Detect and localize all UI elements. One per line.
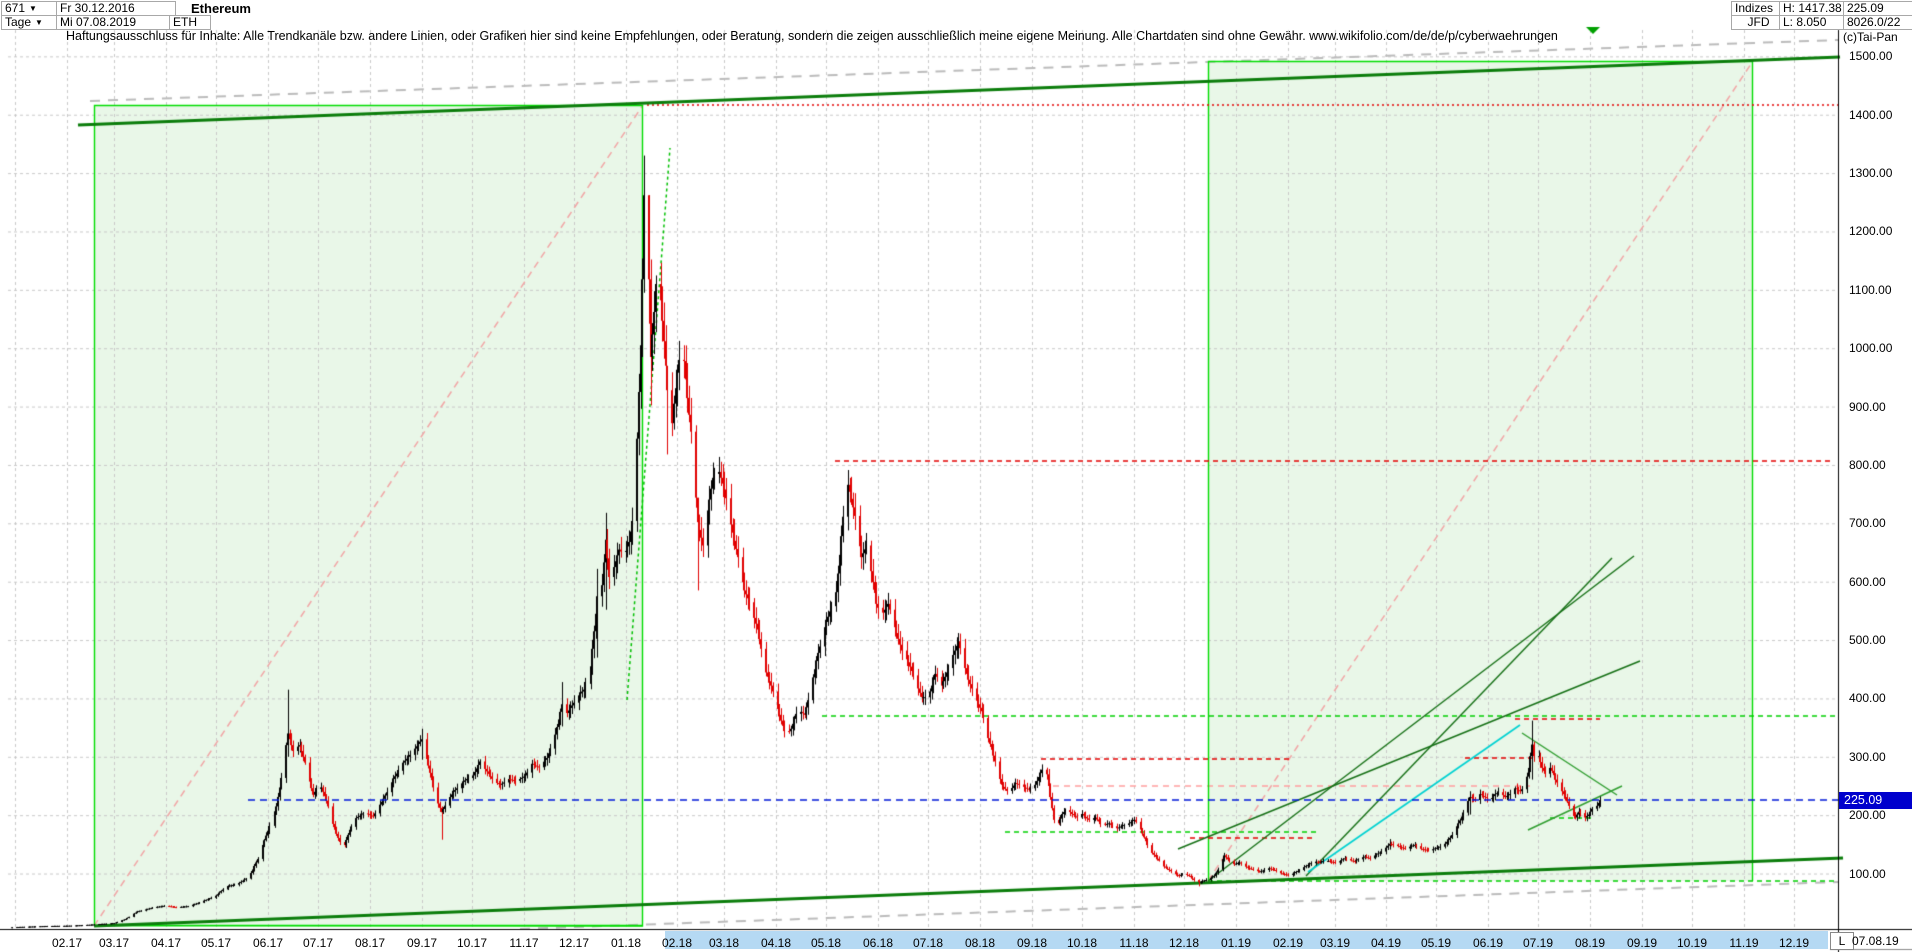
price-tick-label: 900.00: [1849, 399, 1886, 414]
period-value: Tage: [5, 15, 32, 29]
month-label: 11.17: [509, 936, 539, 950]
bars-count-dropdown[interactable]: 671 ▼: [1, 1, 63, 16]
month-label: 02.17: [51, 936, 83, 950]
month-label: 05.17: [200, 936, 232, 950]
header-last-price: 225.09: [1843, 1, 1912, 16]
bars-count-value: 671: [5, 1, 26, 15]
month-label: 05.19: [1420, 936, 1452, 950]
price-tick-label: 800.00: [1849, 457, 1886, 472]
month-label: 06.18: [862, 936, 894, 950]
price-tick-label: 300.00: [1849, 749, 1886, 764]
bottom-right-date: 07.08.19: [1852, 934, 1899, 948]
current-date-field[interactable]: Mi 07.08.2019: [56, 15, 176, 30]
month-label: 08.18: [964, 936, 996, 950]
month-label: 10.18: [1066, 936, 1098, 950]
taipan-copyright: (c)Tai-Pan: [1843, 30, 1898, 44]
month-label: 03.17: [98, 936, 130, 950]
price-tick-label: 200.00: [1849, 808, 1886, 823]
price-tick-label: 500.00: [1849, 633, 1886, 648]
month-label: 07.18: [912, 936, 944, 950]
month-label: 03.18: [708, 936, 740, 950]
month-label: 04.19: [1370, 936, 1402, 950]
month-label: 02.18: [661, 936, 693, 950]
month-label: 02.19: [1272, 936, 1304, 950]
month-label: 12.18: [1168, 936, 1200, 950]
price-tick-label: 1100.00: [1849, 282, 1892, 297]
month-label: 01.18: [610, 936, 642, 950]
month-label: 04.17: [150, 936, 182, 950]
month-label: 04.18: [760, 936, 792, 950]
month-label: 09.17: [406, 936, 438, 950]
month-label: 08.19: [1574, 936, 1606, 950]
month-label: 01.19: [1220, 936, 1252, 950]
month-label: 06.19: [1472, 936, 1504, 950]
price-tick-label: 1300.00: [1849, 166, 1893, 181]
price-tick-label: 600.00: [1849, 574, 1886, 589]
price-tick-label: 1200.00: [1849, 224, 1893, 239]
month-label: 05.18: [810, 936, 842, 950]
month-label: 10.19: [1676, 936, 1708, 950]
price-tick-label: 1500.00: [1849, 49, 1893, 64]
volume-info: 8026.0/22: [1843, 15, 1912, 30]
chevron-down-icon: ▼: [29, 4, 37, 13]
month-label: 07.19: [1522, 936, 1554, 950]
price-tick-label: 700.00: [1849, 516, 1886, 531]
month-label: 10.17: [456, 936, 488, 950]
price-tick-label: 1400.00: [1849, 107, 1893, 122]
price-tick-label: 400.00: [1849, 691, 1886, 706]
chevron-down-icon: ▼: [35, 18, 43, 27]
month-label: 12.17: [558, 936, 590, 950]
month-label: 06.17: [252, 936, 284, 950]
instrument-title: Ethereum: [191, 0, 251, 16]
range-low-value: L: 8.050: [1779, 15, 1850, 30]
month-label: 03.19: [1319, 936, 1351, 950]
period-dropdown[interactable]: Tage ▼: [1, 15, 63, 30]
month-label: 12.19: [1778, 936, 1810, 950]
indizes-label: Indizes: [1731, 1, 1786, 16]
month-label: 07.17: [302, 936, 334, 950]
month-label: 09.19: [1626, 936, 1658, 950]
month-label: 08.17: [354, 936, 386, 950]
symbol-cell: ETH: [169, 15, 211, 30]
price-tick-label: 100.00: [1849, 866, 1886, 881]
month-label: 11.18: [1119, 936, 1149, 950]
disclaimer-text: Haftungsausschluss für Inhalte: Alle Tre…: [66, 29, 1558, 43]
month-label: 11.19: [1729, 936, 1759, 950]
xaxis-highlight-band: [665, 931, 1828, 949]
range-high-value: H: 1417.38: [1779, 1, 1850, 16]
month-label: 09.18: [1016, 936, 1048, 950]
linear-scale-marker[interactable]: L: [1830, 932, 1854, 950]
range-start-date-field[interactable]: Fr 30.12.2016: [56, 1, 176, 16]
last-price-badge: 225.09: [1839, 792, 1912, 809]
broker-label: JFD: [1731, 15, 1786, 30]
price-tick-label: 1000.00: [1849, 341, 1893, 356]
